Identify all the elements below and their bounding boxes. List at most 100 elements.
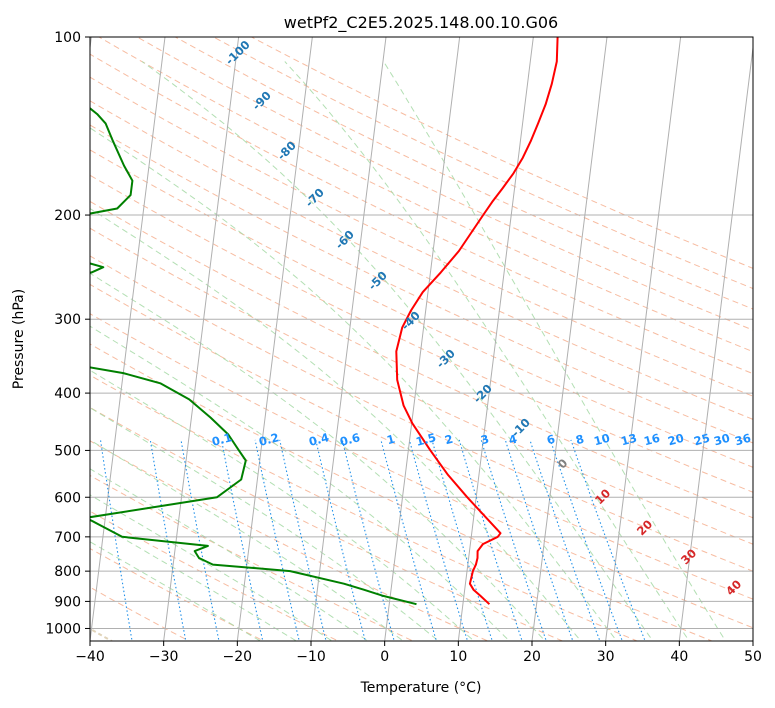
moist-adiabat-line <box>90 518 298 641</box>
isotherm-lines <box>90 37 753 641</box>
mixing-ratio-label: 25 <box>692 431 711 449</box>
mixing-ratio-label: 13 <box>619 431 638 449</box>
dry-adiabat-line <box>98 37 753 353</box>
x-tick-label: 50 <box>744 649 762 665</box>
mixing-ratio-label: 4 <box>507 432 518 448</box>
moist-adiabat-line <box>90 207 582 641</box>
moist-adiabat-label: 40 <box>723 577 744 598</box>
mixing-ratio-line <box>380 439 437 641</box>
mixing-ratio-label: 6 <box>545 432 556 448</box>
moist-adiabat-line <box>284 61 690 641</box>
dry-adiabat-label: -90 <box>249 88 274 113</box>
mixing-ratio-label: 16 <box>642 431 661 449</box>
mixing-ratio-label: 0.6 <box>338 430 361 449</box>
y-tick-label: 700 <box>54 530 81 546</box>
y-tick-label: 500 <box>54 443 81 459</box>
plot-frame <box>89 36 754 642</box>
dry-adiabat-label: -60 <box>332 227 357 252</box>
dry-adiabat-line <box>90 100 753 420</box>
x-tick-label: −20 <box>223 649 253 665</box>
mixing-ratio-line <box>149 439 187 641</box>
dry-adiabat-line <box>90 343 714 641</box>
isotherm-line <box>90 37 92 52</box>
mixing-ratio-label: 8 <box>574 432 585 448</box>
dry-adiabat-line <box>90 586 190 641</box>
temperature-profile-line <box>395 37 559 605</box>
mixing-ratio-label: 1.5 <box>414 430 437 449</box>
moist-adiabat-line <box>90 541 262 641</box>
y-tick-label: 300 <box>54 312 81 328</box>
mixing-ratio-lines <box>99 439 646 641</box>
dry-adiabat-line <box>90 174 753 493</box>
dry-adiabat-label: -70 <box>302 185 327 210</box>
dry-adiabat-line <box>90 283 753 600</box>
mixing-ratio-label: 36 <box>733 431 752 449</box>
mixing-ratio-line <box>220 439 264 641</box>
mixing-ratio-line <box>315 439 366 641</box>
moist-adiabat-label: 10 <box>592 486 613 507</box>
dry-adiabat-label: -80 <box>274 138 299 163</box>
dry-adiabat-line <box>250 37 753 269</box>
x-tick-label: 0 <box>380 649 389 665</box>
dry-adiabat-line <box>90 474 415 641</box>
x-tick-label: 10 <box>449 649 467 665</box>
moist-adiabat-line <box>90 272 546 641</box>
moist-adiabat-line <box>90 439 405 641</box>
dry-adiabat-label: -20 <box>470 381 495 406</box>
moist-adiabat-line <box>90 407 440 641</box>
x-tick-label: 40 <box>670 649 688 665</box>
mixing-ratio-line <box>549 439 623 641</box>
mixing-ratio-line <box>180 439 220 641</box>
x-tick-label: −10 <box>296 649 326 665</box>
moist-adiabat-line <box>141 61 654 641</box>
mixing-ratio-label: 1 <box>385 432 396 448</box>
isotherm-line <box>163 37 240 641</box>
mixing-ratio-line <box>279 439 327 641</box>
x-tick-label: 20 <box>523 649 541 665</box>
dry-adiabat-line <box>90 440 489 641</box>
y-tick-label: 400 <box>54 386 81 402</box>
isotherm-line <box>678 43 753 641</box>
mixing-ratio-line <box>570 439 646 641</box>
isopleth-line <box>0 62 8 646</box>
mixing-ratio-line <box>99 439 133 641</box>
mixing-ratio-label: 10 <box>592 431 611 449</box>
isotherm-line <box>90 37 166 641</box>
isotherm-line <box>310 37 387 641</box>
x-tick-label: −40 <box>75 649 105 665</box>
mixing-ratio-label: 0.4 <box>307 430 330 449</box>
dry-adiabat-label: -100 <box>223 38 253 68</box>
y-tick-label: 800 <box>54 564 81 580</box>
isotherm-line <box>236 37 313 641</box>
profile-series <box>90 37 559 606</box>
dry-adiabat-line <box>90 149 753 468</box>
mixing-ratio-label: 2 <box>443 432 454 448</box>
mixing-ratio-line <box>529 439 601 641</box>
moist-adiabat-line <box>383 61 727 641</box>
dry-adiabat-line <box>90 53 753 375</box>
moist-adiabat-line <box>90 127 618 641</box>
x-axis-label: Temperature (°C) <box>360 680 482 696</box>
x-tick-label: −30 <box>149 649 179 665</box>
isobar-lines <box>90 214 753 629</box>
isotherm-line <box>531 37 608 641</box>
moist-adiabat-label: 20 <box>634 517 655 538</box>
y-tick-label: 100 <box>54 30 81 46</box>
dry-adiabat-line <box>212 37 753 290</box>
mixing-ratio-line <box>480 439 547 641</box>
dry-adiabat-line <box>174 37 753 310</box>
y-axis-label: Pressure (hPa) <box>11 289 27 389</box>
mixing-ratio-line <box>408 439 469 641</box>
x-tick-label: 30 <box>597 649 615 665</box>
dry-adiabat-line <box>90 124 753 444</box>
dry-adiabat-line <box>90 406 564 641</box>
x-ticks: −40 −30 −20 −10 0 10 20 30 40 50 <box>75 641 762 665</box>
isotherm-line <box>457 37 534 641</box>
dry-adiabat-label: -50 <box>365 268 390 293</box>
mixing-ratio-label: 0.1 <box>210 430 233 449</box>
mixing-ratio-label: 30 <box>712 431 731 449</box>
dry-adiabat-label: -30 <box>433 346 458 371</box>
dry-adiabat-line <box>90 76 753 397</box>
chart-title: wetPf2_C2E5.2025.148.00.10.G06 <box>284 13 558 33</box>
